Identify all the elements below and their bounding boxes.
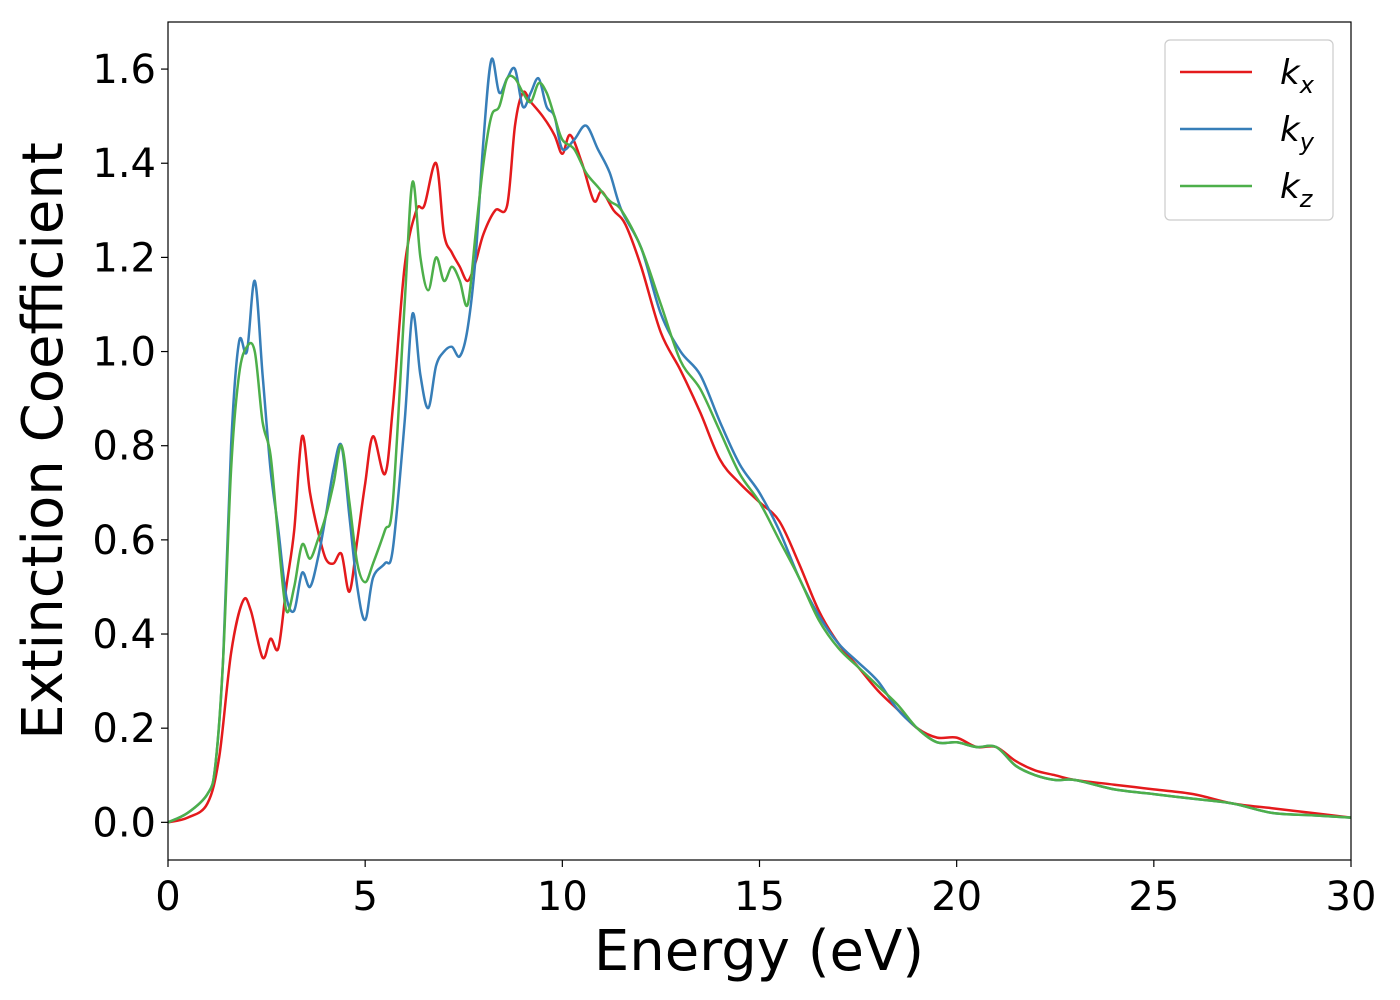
x-axis-ticks: 0 5 10 15 20 25 30	[155, 860, 1376, 920]
x-tick-label: 30	[1326, 874, 1377, 920]
y-axis-ticks: 0.0 0.2 0.4 0.6 0.8 1.0 1.2 1.4 1.6	[92, 47, 168, 846]
x-tick-label: 0	[155, 874, 180, 920]
plot-lines	[167, 57, 1352, 824]
y-tick-label: 0.0	[92, 800, 156, 846]
y-tick-label: 0.6	[92, 518, 156, 564]
y-tick-label: 1.4	[92, 141, 156, 187]
y-axis-title: Extinction Coefficient	[11, 142, 76, 740]
x-tick-label: 20	[931, 874, 982, 920]
legend-label-k-z: kz	[1280, 167, 1314, 213]
x-axis-title: Energy (eV)	[594, 919, 924, 984]
y-tick-label: 1.6	[92, 47, 156, 93]
y-tick-label: 0.2	[92, 706, 156, 752]
y-tick-label: 1.2	[92, 235, 156, 281]
y-tick-label: 1.0	[92, 330, 156, 376]
x-tick-label: 25	[1128, 874, 1179, 920]
legend: kx ky kz	[1164, 39, 1334, 221]
legend-label-k-x: kx	[1280, 53, 1315, 99]
x-tick-label: 5	[352, 874, 377, 920]
y-tick-label: 0.8	[92, 424, 156, 470]
x-tick-label: 15	[734, 874, 785, 920]
x-tick-label: 10	[537, 874, 588, 920]
series-line-k-z	[167, 74, 1352, 824]
legend-label-k-y: ky	[1280, 110, 1315, 156]
y-tick-label: 0.4	[92, 612, 156, 658]
